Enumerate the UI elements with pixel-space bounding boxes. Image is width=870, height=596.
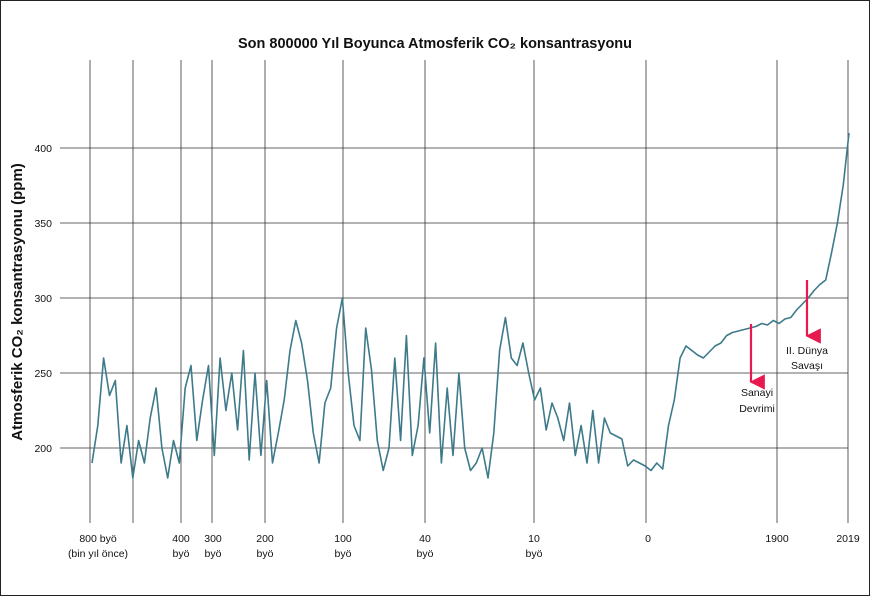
y-tick-200: 200 bbox=[34, 443, 52, 455]
annotation-sanayi-line2: Devrimi bbox=[739, 403, 775, 415]
y-tick-300: 300 bbox=[34, 293, 52, 305]
x-tick-100k-sub: byö bbox=[335, 548, 352, 560]
x-tick-200k-sub: byö bbox=[257, 548, 274, 560]
annotation-sanayi-line1: Sanayi bbox=[741, 387, 773, 399]
x-tick-1900: 1900 bbox=[765, 533, 789, 545]
x-tick-40k: 40 bbox=[419, 533, 431, 545]
y-tick-250: 250 bbox=[34, 368, 52, 380]
x-tick-300k-sub: byö bbox=[205, 548, 222, 560]
x-tick-0: 0 bbox=[645, 533, 651, 545]
x-tick-800k-sub: (bin yıl önce) bbox=[68, 548, 128, 560]
y-axis-label: Atmosferik CO₂ konsantrasyonu (ppm) bbox=[9, 163, 26, 441]
annotation-savas-line2: Savaşı bbox=[791, 360, 823, 372]
x-tick-200k: 200 bbox=[256, 533, 274, 545]
y-tick-labels: 200 250 300 350 400 bbox=[34, 143, 52, 455]
x-tick-10k: 10 bbox=[528, 533, 540, 545]
y-tick-350: 350 bbox=[34, 218, 52, 230]
gridlines bbox=[60, 60, 849, 523]
x-tick-2019: 2019 bbox=[836, 533, 860, 545]
co2-series-line bbox=[91, 132, 850, 479]
x-tick-300k: 300 bbox=[204, 533, 222, 545]
annotation-arrows: Sanayi Devrimi II. Dünya Savaşı bbox=[739, 280, 828, 415]
x-tick-400k: 400 bbox=[172, 533, 190, 545]
x-tick-10k-sub: byö bbox=[526, 548, 543, 560]
chart-title: Son 800000 Yıl Boyunca Atmosferik CO₂ ko… bbox=[238, 36, 632, 52]
x-tick-100k: 100 bbox=[334, 533, 352, 545]
x-tick-400k-sub: byö bbox=[173, 548, 190, 560]
x-tick-labels: 800 byö(bin yıl önce)400byö300byö200byö1… bbox=[68, 533, 860, 560]
x-tick-800k: 800 byö bbox=[79, 533, 117, 545]
annotation-savas-line1: II. Dünya bbox=[786, 345, 828, 357]
x-tick-40k-sub: byö bbox=[417, 548, 434, 560]
y-tick-400: 400 bbox=[34, 143, 52, 155]
